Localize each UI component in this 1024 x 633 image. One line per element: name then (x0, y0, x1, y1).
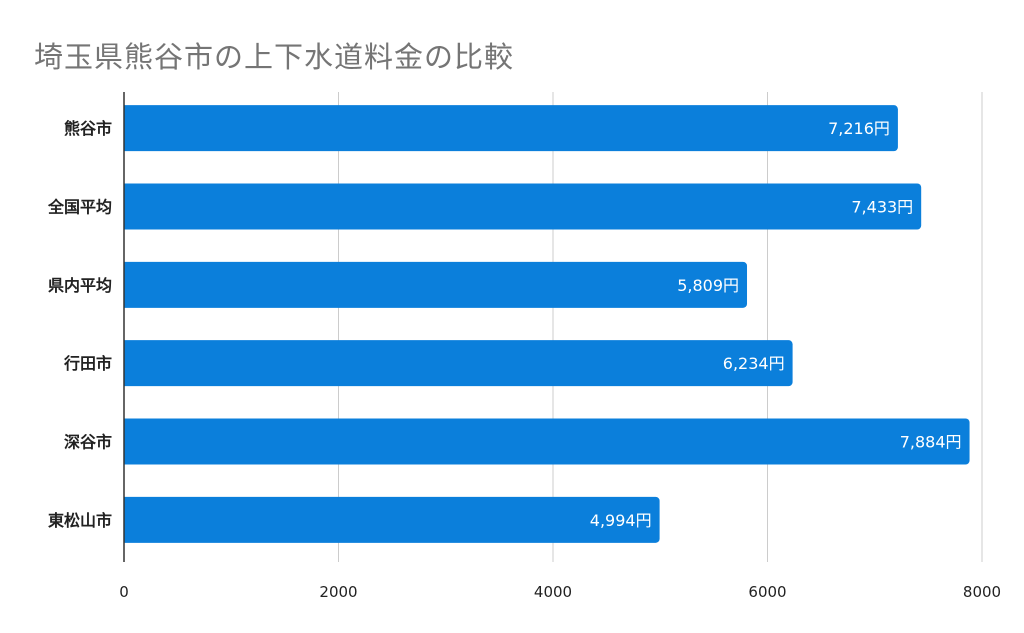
data-label: 4,994円 (590, 511, 652, 530)
data-label: 7,216円 (828, 119, 890, 138)
bar (124, 496, 660, 543)
x-tick-label: 6000 (748, 583, 786, 601)
y-category-label: 全国平均 (47, 198, 112, 217)
bar (124, 105, 898, 152)
data-label: 6,234円 (723, 354, 785, 373)
chart-title: 埼玉県熊谷市の上下水道料金の比較 (34, 40, 515, 74)
data-label: 7,433円 (851, 198, 913, 217)
x-tick-label: 2000 (319, 583, 357, 601)
data-label: 7,884円 (900, 433, 962, 452)
bar (124, 340, 793, 387)
y-category-label: 熊谷市 (64, 119, 112, 138)
x-tick-label: 8000 (963, 583, 1001, 601)
y-category-label: 深谷市 (64, 433, 112, 452)
x-tick-label: 4000 (534, 583, 572, 601)
data-label: 5,809円 (677, 276, 739, 295)
x-tick-label: 0 (119, 583, 129, 601)
bar (124, 418, 970, 465)
y-category-label: 行田市 (63, 354, 112, 373)
y-category-label: 東松山市 (48, 511, 112, 530)
bar (124, 261, 748, 308)
y-category-label: 県内平均 (48, 276, 112, 295)
bar (124, 183, 922, 230)
